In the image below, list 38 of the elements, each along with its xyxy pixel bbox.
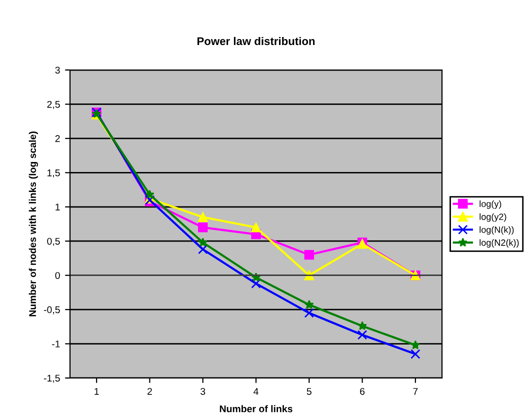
y-tick-label: -1 — [52, 340, 60, 348]
point — [251, 278, 261, 288]
point — [251, 222, 261, 232]
point — [410, 340, 420, 350]
x-tick-label: 2 — [148, 388, 152, 395]
y-tick-label: 1 — [56, 204, 60, 210]
chart-title: Power law distribution — [197, 36, 315, 46]
x-axis-title: Number of links — [220, 405, 292, 412]
legend-label: log(y) — [480, 200, 502, 209]
x-tick-label: 5 — [306, 388, 312, 395]
x-tick-label: 1 — [94, 388, 99, 395]
y-tick-label: 2,5 — [47, 100, 60, 109]
legend-label: log(y2) — [480, 213, 506, 222]
y-tick-label: -1,5 — [44, 374, 60, 383]
y-axis-title: Number of nodes with k links (log scale) — [28, 132, 38, 316]
x-tick-label: 3 — [200, 388, 206, 395]
y-tick-label: 1,5 — [48, 170, 60, 178]
x-tick-label: 7 — [413, 388, 418, 395]
y-tick-label: -0,5 — [44, 306, 60, 314]
point — [357, 330, 368, 340]
legend-label: log(N2(k)) — [480, 239, 519, 248]
point — [358, 321, 367, 330]
y-tick-label: 2 — [55, 135, 60, 142]
point — [410, 349, 420, 359]
point — [145, 190, 154, 199]
point — [198, 238, 208, 247]
point — [304, 250, 314, 260]
point — [198, 212, 208, 222]
point — [304, 308, 314, 318]
legend-label: log(N(k)) — [480, 226, 514, 235]
point — [198, 244, 208, 254]
y-tick-label: 0 — [55, 272, 60, 279]
point — [198, 222, 208, 232]
y-tick-label: 0,5 — [47, 238, 60, 246]
y-tick-label: 3 — [55, 66, 60, 74]
point — [304, 300, 314, 309]
x-tick-label: 6 — [360, 388, 365, 395]
x-tick-label: 4 — [254, 388, 258, 395]
